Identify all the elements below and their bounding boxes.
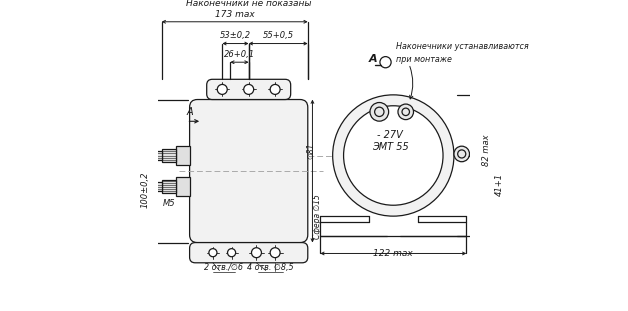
Circle shape [227,249,236,257]
Bar [176,177,190,196]
Text: Сфера ∅15: Сфера ∅15 [313,195,322,239]
Circle shape [244,84,254,95]
Circle shape [251,248,261,258]
Circle shape [270,84,280,95]
Text: 2 отв. ∅6: 2 отв. ∅6 [204,263,243,272]
Text: A: A [187,107,193,117]
Text: Наконечники не показаны: Наконечники не показаны [186,0,311,8]
Bar [162,180,176,193]
Circle shape [270,248,280,258]
Text: 173 max: 173 max [215,10,254,19]
Text: A: A [369,54,378,64]
FancyBboxPatch shape [190,243,308,263]
Circle shape [217,84,227,95]
Text: 4 отв. ∅8,5: 4 отв. ∅8,5 [247,263,294,272]
Text: 122 max: 122 max [374,249,413,258]
Circle shape [370,103,389,121]
FancyBboxPatch shape [190,100,308,243]
Text: М5: М5 [163,199,176,208]
Circle shape [209,249,217,257]
Bar [176,146,190,165]
Text: 26+0,1: 26+0,1 [224,50,255,59]
Text: 41+1: 41+1 [495,173,504,196]
FancyBboxPatch shape [207,79,291,100]
Text: ЭМТ 55: ЭМТ 55 [372,142,409,152]
Text: при монтаже: при монтаже [396,55,452,64]
Circle shape [344,106,443,205]
Text: 53±0,2: 53±0,2 [220,31,251,40]
Text: ∅81: ∅81 [306,142,315,159]
Circle shape [333,95,454,216]
Bar [152,151,162,160]
Bar [152,182,162,191]
Bar [162,149,176,162]
Text: 82 max: 82 max [482,134,491,165]
Circle shape [398,104,413,120]
Bar [370,170,416,182]
Text: 55+0,5: 55+0,5 [263,31,294,40]
Text: Наконечники устанавливаются: Наконечники устанавливаются [396,42,529,51]
Text: - 27V: - 27V [377,130,403,140]
Text: 100±0,2: 100±0,2 [140,171,149,207]
Circle shape [454,146,470,162]
